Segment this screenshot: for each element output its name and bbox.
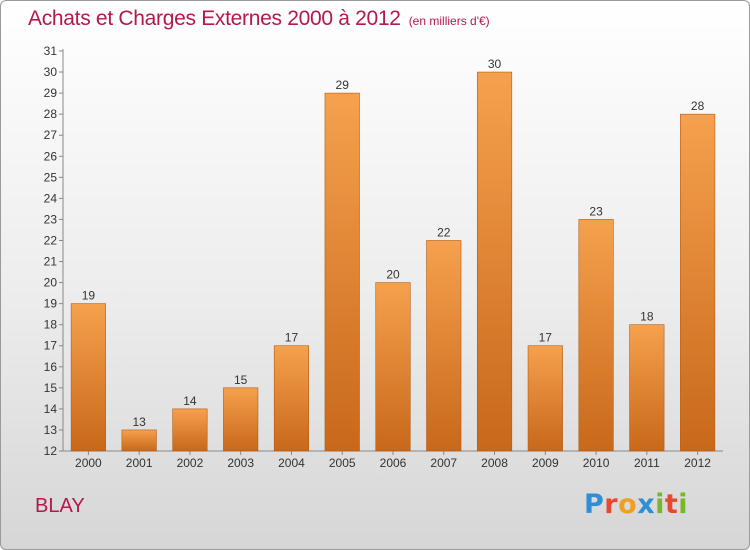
y-tick-label: 14 bbox=[44, 402, 58, 416]
logo-letter: o bbox=[618, 489, 638, 520]
value-label-2000: 19 bbox=[82, 289, 96, 303]
y-tick-label: 15 bbox=[44, 381, 58, 395]
x-tick-label-2010: 2010 bbox=[583, 456, 610, 470]
y-tick-label: 13 bbox=[44, 423, 58, 437]
y-tick-label: 17 bbox=[44, 339, 58, 353]
commune-name: BLAY bbox=[35, 495, 85, 517]
value-label-2011: 18 bbox=[640, 310, 654, 324]
value-label-2003: 15 bbox=[234, 373, 248, 387]
y-tick-label: 12 bbox=[44, 444, 58, 458]
proxiti-logo: Proxiti bbox=[584, 489, 688, 520]
logo-letter: i bbox=[678, 489, 689, 520]
value-label-2010: 23 bbox=[589, 204, 603, 218]
bar-2001 bbox=[121, 429, 157, 452]
value-label-2004: 17 bbox=[285, 331, 299, 345]
bar-2000 bbox=[70, 303, 106, 452]
x-tick-label-2008: 2008 bbox=[481, 456, 508, 470]
bar-2007 bbox=[426, 240, 462, 452]
y-tick-label: 27 bbox=[44, 128, 58, 142]
y-tick-label: 18 bbox=[44, 318, 58, 332]
chart-title: Achats et Charges Externes 2000 à 2012 (e… bbox=[28, 7, 490, 31]
bar-2005 bbox=[324, 92, 360, 452]
value-labels: 19 13 14 15 17 29 20 22 30 17 23 18 28 bbox=[82, 57, 705, 429]
bar-2008 bbox=[476, 71, 513, 452]
logo-letter: P bbox=[584, 489, 605, 520]
x-tick-label-2002: 2002 bbox=[177, 456, 204, 470]
chart-title-text: Achats et Charges Externes 2000 à 2012 bbox=[28, 7, 401, 30]
value-label-2012: 28 bbox=[691, 99, 705, 113]
bar-2006 bbox=[375, 282, 411, 452]
y-tick-label: 21 bbox=[44, 255, 58, 269]
y-tick-label: 28 bbox=[44, 107, 58, 121]
bar-2011 bbox=[629, 324, 665, 452]
x-tick-label-2000: 2000 bbox=[75, 456, 102, 470]
bar-2004 bbox=[273, 345, 310, 452]
value-label-2005: 29 bbox=[336, 78, 350, 92]
x-tick-label-2011: 2011 bbox=[634, 456, 660, 470]
y-tick-label: 22 bbox=[44, 233, 58, 247]
y-tick-label: 31 bbox=[44, 44, 58, 58]
value-label-2008: 30 bbox=[488, 57, 502, 71]
x-tick-label-2005: 2005 bbox=[329, 456, 356, 470]
chart-subtitle: (en milliers d'€) bbox=[408, 14, 490, 28]
x-tick-label-2006: 2006 bbox=[380, 456, 407, 470]
bar-2009 bbox=[527, 345, 563, 452]
bar-2002 bbox=[172, 408, 208, 452]
logo-letter: x bbox=[637, 489, 656, 520]
x-tick-label-2004: 2004 bbox=[278, 456, 305, 470]
bar-2012 bbox=[680, 113, 716, 452]
y-tick-label: 19 bbox=[44, 297, 58, 311]
y-tick-label: 30 bbox=[44, 65, 58, 79]
x-tick-label-2007: 2007 bbox=[430, 456, 457, 470]
logo-letter: i bbox=[655, 489, 665, 520]
x-tick-label-2001: 2001 bbox=[126, 456, 153, 470]
x-tick-label-2012: 2012 bbox=[684, 456, 711, 470]
bars bbox=[70, 71, 716, 452]
y-tick-label: 29 bbox=[44, 86, 58, 100]
y-tick-label: 25 bbox=[44, 170, 58, 184]
value-label-2006: 20 bbox=[386, 268, 400, 282]
value-label-2002: 14 bbox=[183, 394, 197, 408]
logo-letter: t bbox=[664, 489, 679, 520]
x-tick-label-2009: 2009 bbox=[532, 456, 559, 470]
logo-letter: r bbox=[604, 489, 619, 520]
x-axis: 2000 2001 2002 2003 2004 2005 2006 2007 2008 2009… bbox=[63, 450, 723, 470]
y-tick-label: 24 bbox=[44, 191, 58, 205]
y-axis: 12 13 14 15 16 17 18 19 20 21 22 23 24 25 26 27 28 29 30 31 bbox=[44, 44, 64, 458]
y-tick-label: 16 bbox=[44, 360, 58, 374]
bar-2003 bbox=[223, 387, 259, 452]
y-tick-label: 26 bbox=[44, 149, 58, 163]
y-tick-label: 23 bbox=[44, 212, 58, 226]
value-label-2007: 22 bbox=[437, 225, 451, 239]
y-tick-label: 20 bbox=[44, 276, 58, 290]
value-label-2001: 13 bbox=[132, 415, 146, 429]
value-label-2009: 17 bbox=[539, 331, 553, 345]
bar-2010 bbox=[578, 219, 614, 452]
x-tick-label-2003: 2003 bbox=[227, 456, 254, 470]
